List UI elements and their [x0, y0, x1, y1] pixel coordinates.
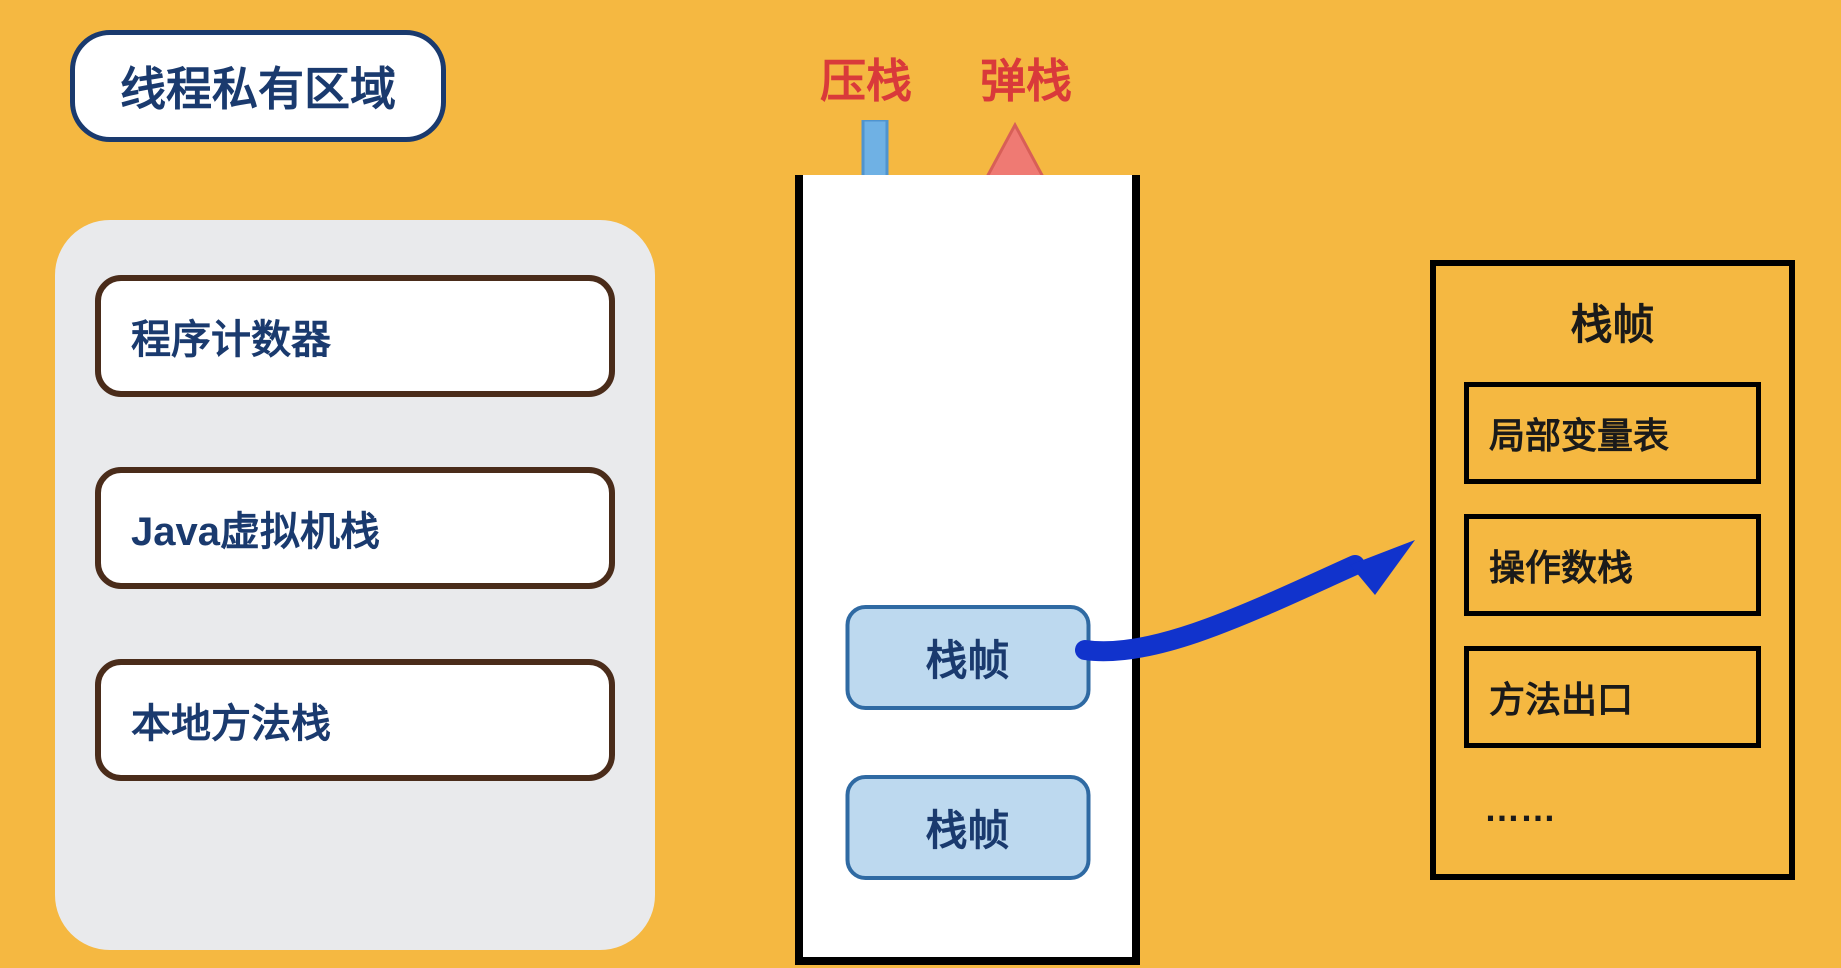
operand-stack-item: 操作数栈: [1464, 514, 1761, 616]
method-exit-item: 方法出口: [1464, 646, 1761, 748]
push-label: 压栈: [820, 45, 912, 111]
stack-frame-detail-panel: 栈帧 局部变量表 操作数栈 方法出口 ……: [1430, 260, 1795, 880]
pop-label: 弹栈: [980, 45, 1072, 111]
thread-private-panel: 程序计数器 Java虚拟机栈 本地方法栈: [55, 220, 655, 950]
detail-title: 栈帧: [1464, 291, 1761, 352]
item-label: 本地方法栈: [131, 702, 331, 746]
stack-frame-label: 栈帧: [925, 627, 1009, 688]
detail-item-label: 局部变量表: [1489, 415, 1669, 456]
detail-more: ……: [1464, 788, 1761, 830]
item-label: Java虚拟机栈: [131, 510, 380, 554]
native-method-stack-item: 本地方法栈: [95, 659, 615, 781]
local-variable-table-item: 局部变量表: [1464, 382, 1761, 484]
stack-frame: 栈帧: [845, 605, 1090, 710]
jvm-stack-item: Java虚拟机栈: [95, 467, 615, 589]
detail-item-label: 方法出口: [1489, 679, 1633, 720]
stack-frame: 栈帧: [845, 775, 1090, 880]
detail-item-label: 操作数栈: [1489, 547, 1633, 588]
program-counter-item: 程序计数器: [95, 275, 615, 397]
thread-private-title: 线程私有区域: [70, 30, 446, 142]
connector-arrow-icon: [1075, 530, 1425, 700]
title-text: 线程私有区域: [120, 63, 396, 115]
stack-frame-label: 栈帧: [925, 797, 1009, 858]
item-label: 程序计数器: [131, 318, 331, 362]
